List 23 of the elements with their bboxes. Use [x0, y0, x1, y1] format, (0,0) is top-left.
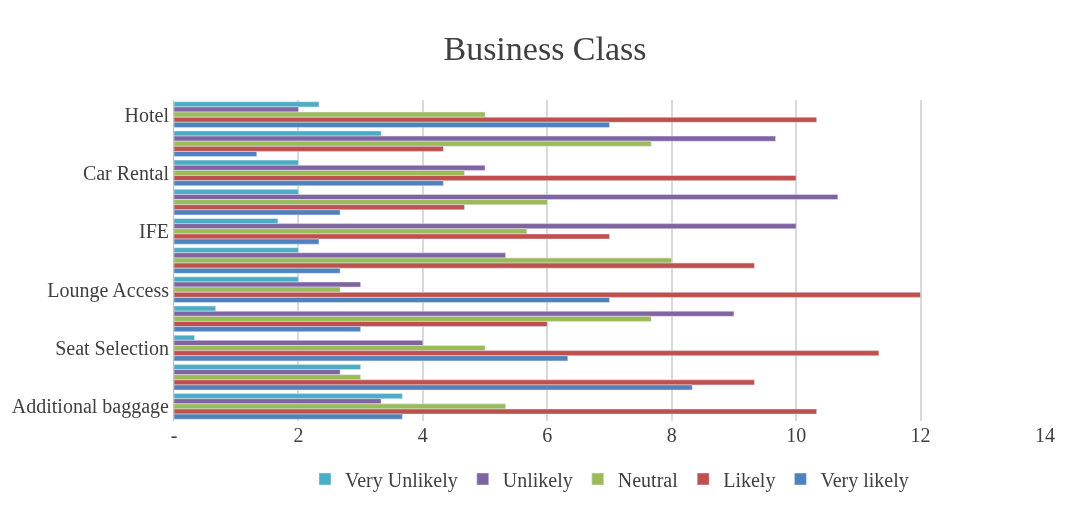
- y-tick-label: Seat Selection: [55, 337, 169, 360]
- x-tick-label: -: [170, 424, 178, 446]
- legend-label: Likely: [723, 468, 776, 492]
- x-tick-label: 8: [666, 424, 677, 446]
- x-tick-label: 4: [417, 424, 428, 446]
- bar: [174, 393, 403, 399]
- x-tick-label: 2: [293, 424, 304, 446]
- x-tick-label: 6: [542, 424, 553, 446]
- y-tick-label: IFE: [139, 220, 169, 243]
- legend-label: Very Unlikely: [345, 468, 458, 492]
- x-tick-label: 12: [910, 424, 931, 446]
- chart-title: Business Class: [443, 29, 647, 67]
- legend-label: Very likely: [820, 468, 909, 492]
- x-tick-label: 10: [786, 424, 807, 446]
- bar: [174, 101, 320, 108]
- x-tick-label: 14: [1035, 424, 1055, 446]
- y-tick-label: Hotel: [124, 103, 170, 126]
- bar: [174, 364, 361, 370]
- legend-label: Unlikely: [502, 468, 573, 492]
- y-tick-label: Lounge Access: [47, 278, 170, 302]
- legend-label: Neutral: [617, 468, 679, 491]
- y-tick-label: Additional baggage: [11, 395, 170, 419]
- y-tick-label: Car Rental: [82, 161, 170, 184]
